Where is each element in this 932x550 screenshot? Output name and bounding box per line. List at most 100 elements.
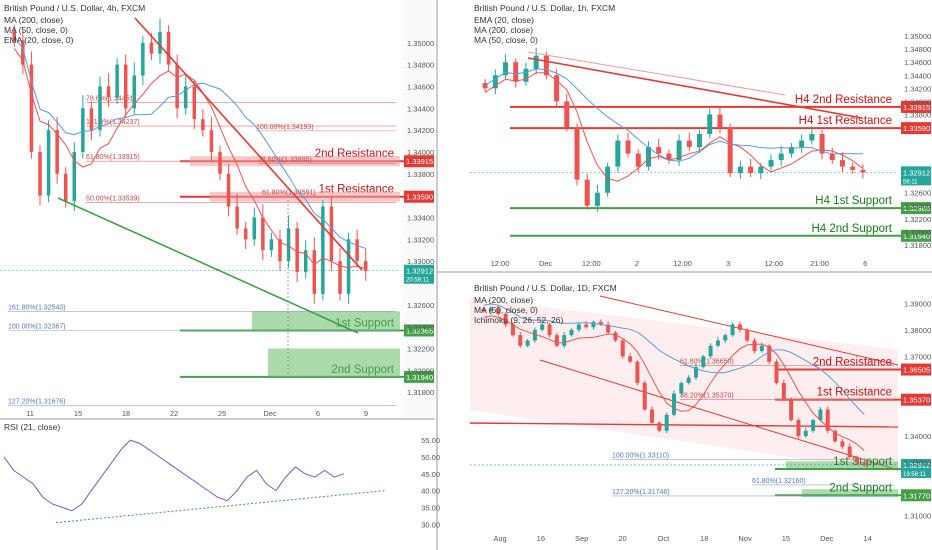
rsi-tick-label: 50.00 xyxy=(421,453,440,462)
candle-body xyxy=(363,261,368,271)
chart-title: British Pound / U.S. Dollar, 1h, FXCM xyxy=(474,3,615,13)
candle-body xyxy=(166,31,171,65)
candle-body xyxy=(29,64,34,152)
y-tick-label: 1.34800 xyxy=(407,61,434,70)
level-price-tag xyxy=(901,122,931,135)
y-tick-label: 1.34000 xyxy=(407,148,434,157)
x-tick-label: 15 xyxy=(74,409,82,418)
candle-body xyxy=(591,321,596,328)
ma-50-line xyxy=(483,303,865,415)
indicator-label: EMA (20, close) xyxy=(474,15,534,25)
trendline-resistance xyxy=(134,17,363,271)
candle-body xyxy=(737,166,743,174)
candle-body xyxy=(321,206,325,294)
candle-body xyxy=(235,206,239,229)
indicator-label: MA (50, close, 0) xyxy=(474,305,538,315)
candle-body xyxy=(727,127,733,174)
x-tick-label: Sep xyxy=(575,534,588,543)
candle-body xyxy=(525,340,530,346)
candle-body xyxy=(303,250,308,273)
candle-body xyxy=(72,151,77,202)
candle-body xyxy=(492,75,498,89)
fib-label: 127.20%(1.31746) xyxy=(612,489,670,496)
x-tick-label: Oct xyxy=(658,534,671,543)
y-tick-label: 1.32000 xyxy=(407,366,434,375)
indicator-label: MA (200, close) xyxy=(474,25,533,35)
fib-label: 161.80%(1.32540) xyxy=(8,304,66,311)
support-zone xyxy=(786,461,898,470)
candle-body xyxy=(46,130,51,196)
y-tick-label: 1.34200 xyxy=(904,84,931,93)
level-price-tag xyxy=(901,229,931,242)
candle-body xyxy=(676,140,682,161)
y-tick-label: 1.39000 xyxy=(904,299,931,308)
candle-body xyxy=(286,228,291,262)
candle-body xyxy=(533,55,539,69)
candle-body xyxy=(620,340,625,357)
fib-label: 78.6%(1.34451) xyxy=(86,96,136,103)
candle-body xyxy=(12,31,17,41)
candle-body xyxy=(625,140,631,154)
candle-body xyxy=(796,420,801,437)
indicator-label: Ichimoku (9, 26, 52, 26) xyxy=(474,315,563,325)
candle-body xyxy=(252,217,257,240)
candle-body xyxy=(149,42,154,54)
candle-body xyxy=(730,324,735,336)
candle-body xyxy=(788,147,794,154)
indicator-label: MA (200, close) xyxy=(474,295,533,305)
x-tick-label: 22 xyxy=(170,409,178,418)
candle-body xyxy=(98,86,102,131)
candle-body xyxy=(63,173,68,202)
candle-body xyxy=(767,345,772,362)
candle-body xyxy=(312,250,317,294)
current-price-text: 1.32912 xyxy=(406,267,433,276)
candle-body xyxy=(679,382,684,394)
x-tick-label: Dec xyxy=(539,259,553,268)
level-price-text: 1.33590 xyxy=(406,193,433,202)
y-tick-label: 1.34000 xyxy=(904,97,931,106)
ma-50-line xyxy=(484,68,863,162)
candle-body xyxy=(21,40,25,65)
candle-body xyxy=(243,228,248,240)
x-tick-label: Dec xyxy=(820,534,834,543)
candle-body xyxy=(562,335,567,346)
x-tick-label: 3 xyxy=(726,259,730,268)
x-tick-label: 12:00 xyxy=(764,259,783,268)
candle-body xyxy=(855,457,860,463)
y-tick-label: 1.31000 xyxy=(904,512,931,521)
candle-body xyxy=(218,151,222,174)
x-tick-label: 21:00 xyxy=(810,259,829,268)
x-tick-label: 15 xyxy=(782,534,790,543)
candle-body xyxy=(723,335,728,341)
candle-body xyxy=(38,151,42,196)
y-tick-label: 1.35000 xyxy=(407,39,434,48)
indicator-label: MA (200, close) xyxy=(4,15,63,25)
candle-body xyxy=(132,75,137,109)
candle-body xyxy=(355,239,359,262)
y-tick-label: 1.38000 xyxy=(904,326,931,335)
candle-body xyxy=(862,462,867,466)
level-price-text: 1.33915 xyxy=(903,103,930,112)
trendline-support xyxy=(57,197,359,334)
current-price-text: 1.32912 xyxy=(903,461,930,470)
fib-label: 61.80%(1.32160) xyxy=(752,478,806,485)
candle-body xyxy=(569,329,574,336)
fib-label: 161.8%(1.34237) xyxy=(86,119,140,126)
candle-body xyxy=(768,160,774,167)
x-tick-label: 16 xyxy=(537,534,545,543)
candle-body xyxy=(192,86,197,120)
current-price-tag xyxy=(404,264,434,284)
level-label: H4 1st Support xyxy=(815,195,893,207)
level-price-text: 1.32365 xyxy=(903,204,930,213)
level-label: 2nd Resistance xyxy=(813,357,892,369)
x-tick-label: 12:00 xyxy=(491,259,510,268)
candle-body xyxy=(518,335,523,346)
candle-body xyxy=(532,329,537,341)
candle-body xyxy=(605,166,611,193)
y-tick-label: 1.34600 xyxy=(407,82,434,91)
candle-body xyxy=(81,108,85,152)
level-price-text: 1.33915 xyxy=(406,157,433,166)
level-label: H4 1st Resistance xyxy=(799,115,892,127)
d1-chart: 2nd Resistance 1.36505 1st Resistance 1.353… xyxy=(469,283,931,543)
